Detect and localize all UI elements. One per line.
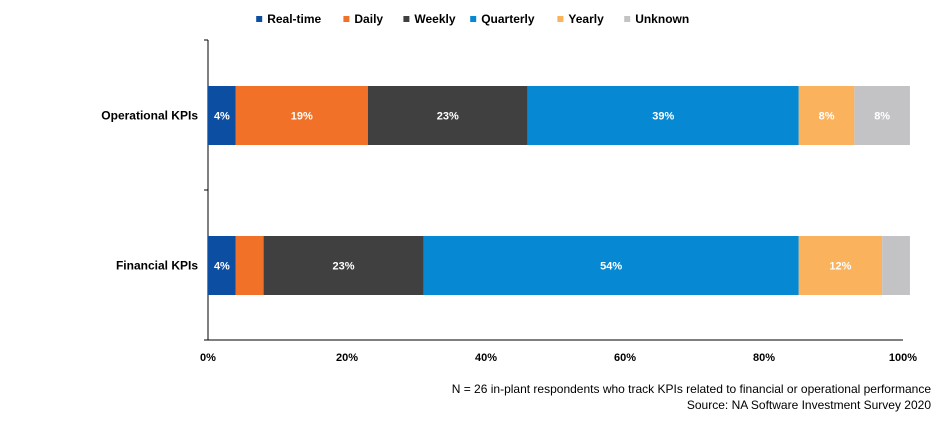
legend-label-weekly: Weekly — [414, 12, 455, 26]
bar-yearly-financial-kpis — [798, 236, 883, 295]
chart-legend: Real-time Daily Weekly Quarterly Yearly Unkno… — [256, 12, 689, 26]
legend-item-yearly: Yearly — [557, 12, 604, 26]
data-label-quarterly-financial-kpis: 54% — [600, 261, 622, 273]
footnote-source: Source: NA Software Investment Survey 20… — [686, 398, 931, 412]
x-tick-label: 20% — [336, 352, 358, 364]
data-label-daily-operational-kpis: 19% — [291, 111, 313, 123]
legend-label-unknown: Unknown — [635, 12, 689, 26]
legend-label-daily: Daily — [354, 12, 383, 26]
data-label-yearly-financial-kpis: 12% — [829, 261, 851, 273]
data-label-real-time-operational-kpis: 4% — [214, 111, 230, 123]
legend-label-real-time: Real-time — [267, 12, 321, 26]
bar-real-time-operational-kpis — [208, 86, 236, 145]
bar-daily-financial-kpis — [235, 236, 264, 295]
bar-quarterly-financial-kpis — [423, 236, 799, 295]
category-labels: Operational KPIs Financial KPIs — [101, 109, 198, 273]
bar-unknown-financial-kpis — [882, 236, 910, 295]
footnote-sample: N = 26 in-plant respondents who track KP… — [451, 382, 931, 396]
bar-real-time-financial-kpis — [208, 236, 236, 295]
legend-swatch-quarterly — [470, 16, 477, 22]
data-label-weekly-financial-kpis: 23% — [333, 261, 355, 273]
legend-swatch-real-time — [256, 16, 263, 22]
data-label-unknown-operational-kpis: 8% — [874, 111, 890, 123]
x-tick-label: 0% — [200, 352, 216, 364]
legend-item-weekly: Weekly — [403, 12, 456, 26]
data-label-yearly-operational-kpis: 8% — [819, 111, 835, 123]
legend-label-quarterly: Quarterly — [481, 12, 535, 26]
bar-weekly-operational-kpis — [367, 86, 528, 145]
legend-swatch-yearly — [557, 16, 564, 22]
category-label-operational-kpis: Operational KPIs — [101, 109, 198, 123]
bar-weekly-financial-kpis — [263, 236, 424, 295]
legend-item-real-time: Real-time — [256, 12, 322, 26]
bar-daily-operational-kpis — [235, 86, 368, 145]
category-label-financial-kpis: Financial KPIs — [116, 259, 198, 273]
data-label-real-time-financial-kpis: 4% — [214, 261, 230, 273]
x-tick-label: 60% — [614, 352, 636, 364]
legend-item-quarterly: Quarterly — [470, 12, 535, 26]
legend-item-unknown: Unknown — [624, 12, 689, 26]
bar-unknown-operational-kpis — [854, 86, 910, 145]
data-label-weekly-operational-kpis: 23% — [437, 111, 459, 123]
data-label-quarterly-operational-kpis: 39% — [652, 111, 674, 123]
legend-item-daily: Daily — [343, 12, 383, 26]
x-tick-label: 100% — [889, 352, 917, 364]
x-tick-labels: 0% 20% 40% 60% 80% 100% — [200, 352, 917, 364]
bar-yearly-operational-kpis — [798, 86, 855, 145]
x-tick-label: 80% — [753, 352, 775, 364]
legend-swatch-daily — [343, 16, 350, 22]
x-tick-label: 40% — [475, 352, 497, 364]
chart-bars: 4% 19% 23% 39% 8% 8% 4% 23% 54% 12% — [208, 86, 910, 295]
legend-label-yearly: Yearly — [568, 12, 604, 26]
legend-swatch-weekly — [403, 16, 410, 22]
legend-swatch-unknown — [624, 16, 631, 22]
bar-quarterly-operational-kpis — [527, 86, 799, 145]
